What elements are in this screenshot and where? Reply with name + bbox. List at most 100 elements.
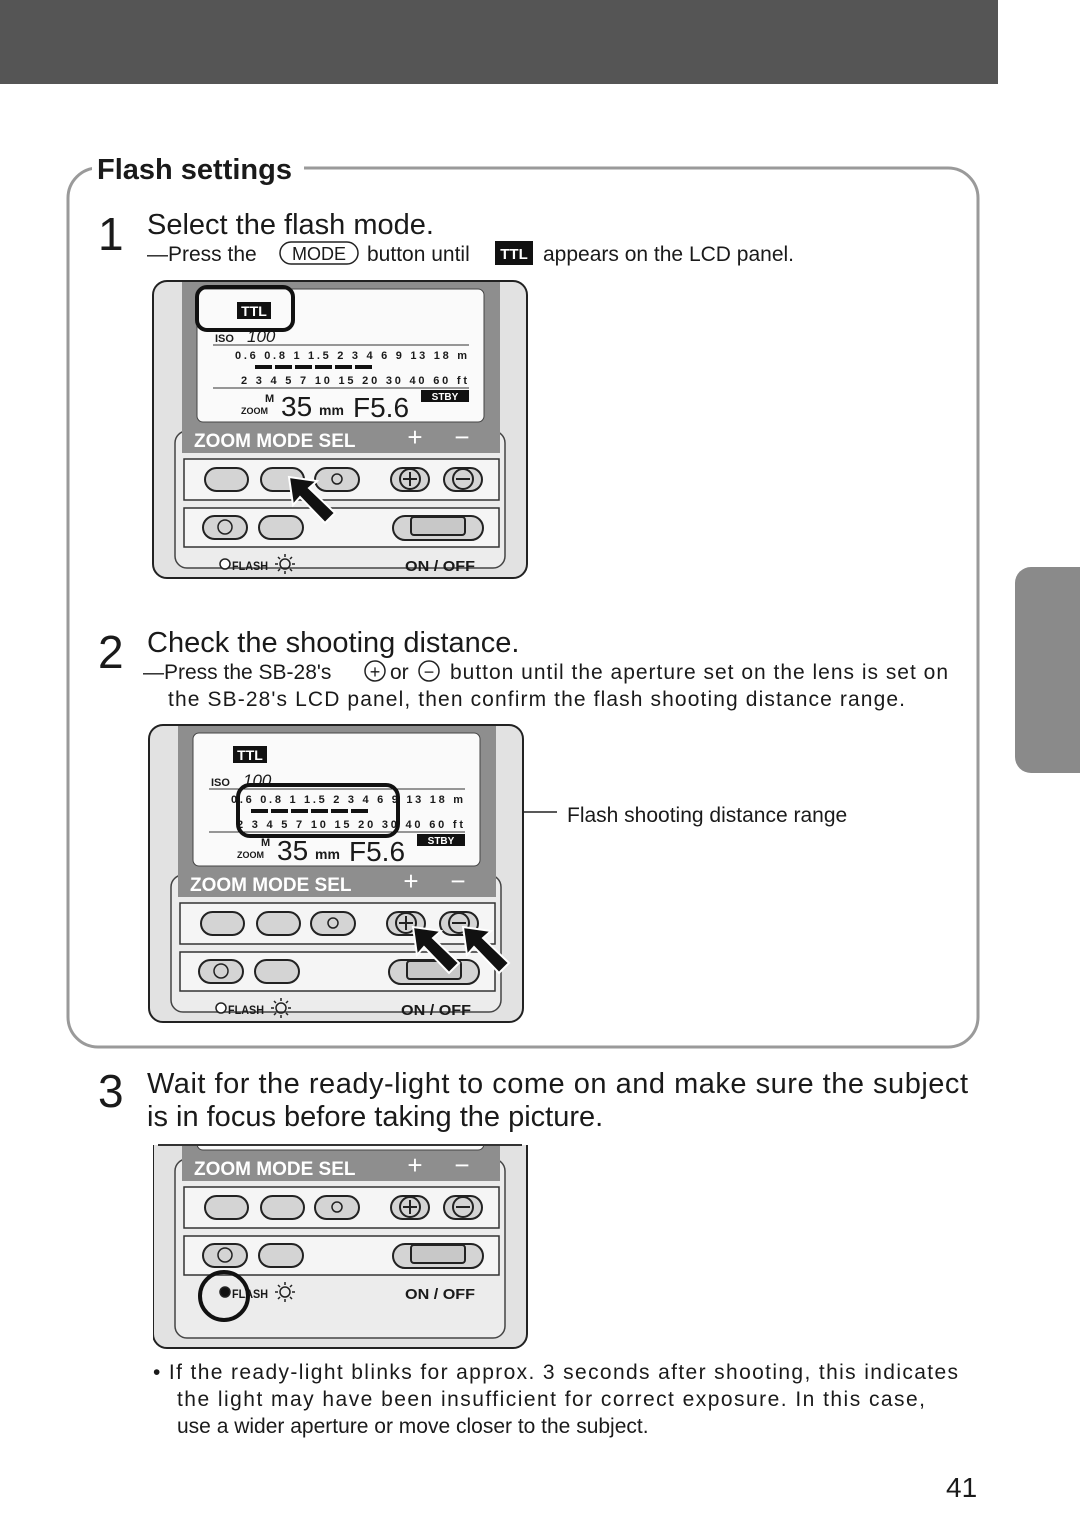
power-label: ON / OFF (401, 1002, 471, 1019)
lcd-range-segment (335, 365, 352, 369)
lcd-aperture: F5.6 (353, 392, 409, 423)
mode-key-label: MODE (292, 244, 346, 264)
section-title: Flash settings (97, 154, 292, 186)
page-number: 41 (946, 1472, 977, 1503)
panel-minus-label: − (454, 1150, 469, 1180)
button-dot (331, 473, 343, 485)
step-number: 3 (98, 1065, 124, 1117)
lcd-range-segment (251, 809, 268, 813)
step-heading: Check the shooting distance. (147, 627, 519, 659)
arrow (411, 925, 461, 975)
device-button (258, 515, 304, 540)
sun-rays (275, 554, 295, 574)
mode-key (279, 241, 359, 265)
plus-glyph (399, 916, 413, 930)
device-button (198, 959, 244, 984)
instruction-text: —Press the SB-28's (143, 661, 331, 684)
instruction-text: button until the aperture set on the len… (450, 661, 948, 684)
panel-minus-label: − (454, 422, 469, 452)
button-ring (452, 468, 474, 490)
lcd-zoom-mode: M (261, 837, 270, 849)
lcd-standby-box (421, 390, 469, 402)
lcd-zoom: 35 (281, 1119, 312, 1150)
button-ring (217, 1247, 233, 1263)
note-text: • If the ready-light blinks for approx. … (153, 1361, 958, 1384)
ready-light-label: FLASH (232, 559, 268, 573)
lcd-zoom-unit: mm (315, 846, 340, 862)
arrow (461, 925, 511, 975)
lcd-zoom: 35 (277, 835, 308, 866)
lcd-iso-label: ISO (211, 777, 230, 789)
power-label: ON / OFF (405, 558, 475, 575)
button-ring (448, 912, 470, 934)
instruction-text: or (390, 661, 409, 684)
plus-key-label: + (370, 662, 381, 682)
lcd-zoom-mode: M (265, 393, 274, 405)
sun-rays (275, 1282, 295, 1302)
lcd-range-segment (331, 809, 348, 813)
minus-key-label: − (424, 662, 435, 682)
lcd-screen (196, 1145, 485, 1151)
device-button (258, 1243, 304, 1268)
lcd-standby-box (417, 834, 465, 846)
power-switch (410, 1244, 466, 1264)
lcd-range-segment (311, 809, 328, 813)
lcd-mode: TTL (241, 303, 267, 319)
button-ring (399, 468, 421, 490)
panel-plus-label: + (407, 422, 422, 452)
lcd-range-segment (275, 365, 292, 369)
device-button (256, 911, 301, 936)
ready-light (215, 1002, 227, 1014)
lcd-range-segment (255, 365, 272, 369)
device-button (204, 1195, 249, 1220)
ttl-icon-label: TTL (500, 246, 528, 263)
sun-icon (279, 1286, 291, 1298)
device-button (254, 959, 300, 984)
lcd-zoom-unit: mm (319, 402, 344, 418)
button-dot (331, 1201, 343, 1213)
lcd-range-segment (351, 809, 368, 813)
button-ring (452, 1196, 474, 1218)
plus-key (364, 660, 386, 682)
arrow (287, 475, 337, 525)
button-ring (217, 519, 233, 535)
ready-light-label: FLASH (228, 1003, 264, 1017)
ready-light (219, 1286, 231, 1298)
plus-glyph (403, 472, 417, 486)
device-button (310, 911, 356, 936)
lcd-range-segment (271, 809, 288, 813)
callout-text: Flash shooting distance range (567, 804, 847, 827)
panel-buttons-label: ZOOM MODE SEL (194, 431, 356, 452)
plus-glyph (403, 1200, 417, 1214)
panel-buttons-label: ZOOM MODE SEL (194, 1159, 356, 1180)
panel-minus-label: − (450, 866, 465, 896)
lcd-aperture: F5.6 (353, 1120, 409, 1151)
lcd-mode: TTL (241, 1031, 267, 1047)
lcd-range-segment (291, 809, 308, 813)
lcd-zoom: 35 (281, 391, 312, 422)
device-button (314, 1195, 360, 1220)
button-dot (327, 917, 339, 929)
lcd-iso-label: ISO (215, 333, 234, 345)
note-text: use a wider aperture or move closer to t… (177, 1415, 649, 1438)
panel-plus-label: + (407, 1150, 422, 1180)
device-button (202, 515, 248, 540)
lcd-zoom-label: ZOOM (241, 406, 268, 416)
step-heading: is in focus before taking the picture. (147, 1101, 603, 1133)
power-switch (410, 516, 466, 536)
lcd-standby: STBY (432, 392, 459, 403)
lcd-mode: TTL (237, 747, 263, 763)
button-ring (399, 1196, 421, 1218)
lcd-range-segment (315, 365, 332, 369)
panel-buttons-label: ZOOM MODE SEL (190, 875, 352, 896)
note-text: the light may have been insufficient for… (177, 1388, 925, 1411)
lcd-standby: STBY (428, 836, 455, 847)
section-box (66, 166, 980, 1049)
highlight (236, 783, 400, 838)
title-backing (92, 150, 304, 186)
ttl-icon (233, 746, 267, 763)
ttl-icon (237, 302, 271, 319)
power-label: ON / OFF (405, 1286, 475, 1303)
